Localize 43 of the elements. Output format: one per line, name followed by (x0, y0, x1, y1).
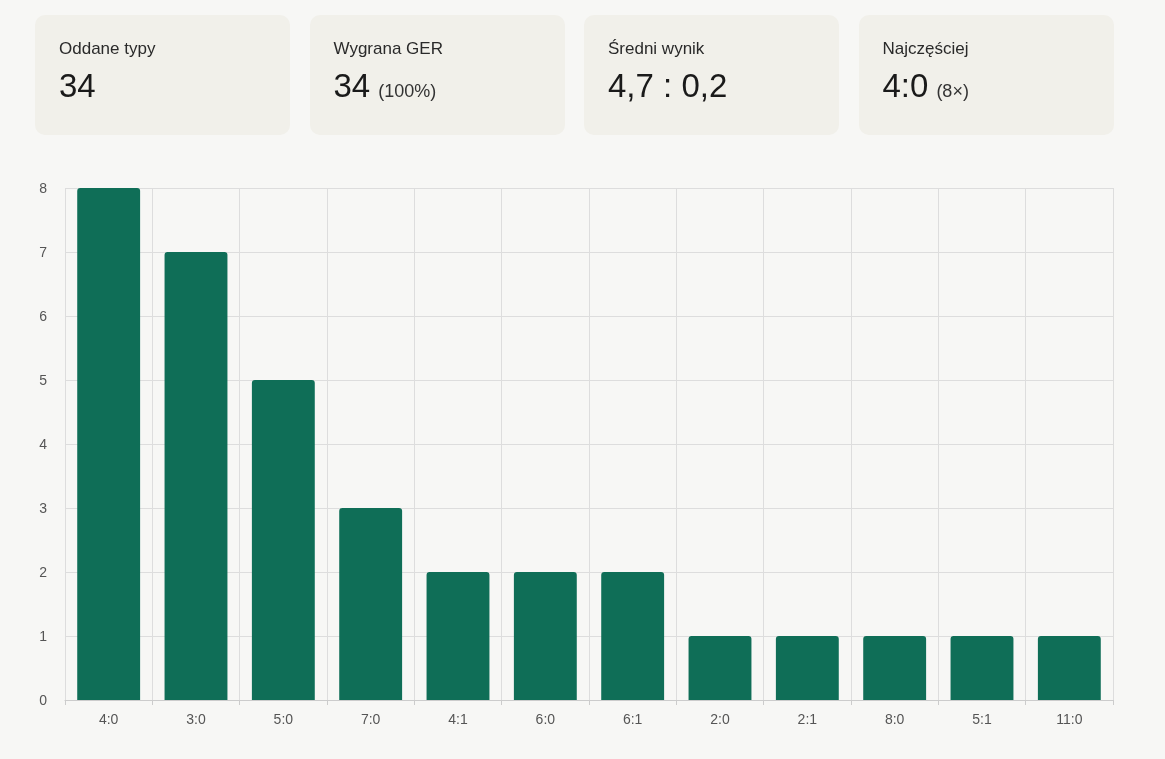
x-tick-label: 6:0 (535, 711, 556, 727)
text: Oddane typy (59, 39, 157, 59)
text: 4,7 : 0,2 (608, 67, 728, 104)
text: Wygrana GER (333, 39, 444, 59)
y-tick-label: 3 (39, 500, 48, 516)
bar (688, 636, 752, 700)
bar (1037, 636, 1101, 700)
bar (863, 636, 927, 700)
y-tick-label: 8 (39, 180, 48, 196)
bar (601, 572, 665, 700)
x-tick-label: 4:1 (448, 711, 468, 727)
text: (100%) (378, 81, 437, 101)
x-tick-label: 8:0 (884, 711, 905, 727)
x-tick-label: 5:0 (273, 711, 294, 727)
text: (8×) (936, 81, 969, 101)
y-tick-label: 1 (39, 628, 48, 644)
bar (775, 636, 839, 700)
bar (251, 380, 315, 700)
x-tick-label: 6:1 (622, 711, 643, 727)
text: Średni wynik (608, 39, 706, 59)
y-tick-label: 2 (39, 564, 48, 580)
text: Najczęściej (882, 39, 970, 59)
y-tick-label: 5 (39, 372, 48, 388)
bar (339, 508, 403, 700)
x-tick-label: 5:1 (972, 711, 992, 727)
y-tick-label: 0 (39, 692, 48, 708)
y-tick-label: 4 (39, 436, 48, 452)
text: 4:0 (882, 67, 929, 104)
x-tick-label: 11:0 (1056, 711, 1083, 727)
bar (426, 572, 490, 700)
bar (950, 636, 1014, 700)
x-tick-label: 2:0 (710, 711, 730, 727)
bar (77, 188, 141, 700)
text: 34 (59, 67, 96, 104)
bar (513, 572, 577, 700)
y-tick-label: 7 (39, 244, 48, 260)
x-tick-label: 4:0 (98, 711, 119, 727)
x-tick-label: 2:1 (797, 711, 818, 727)
bar (164, 252, 228, 700)
y-tick-label: 6 (39, 308, 48, 324)
x-tick-label: 7:0 (360, 711, 381, 727)
text: 34 (333, 67, 371, 104)
x-tick-label: 3:0 (186, 711, 206, 727)
